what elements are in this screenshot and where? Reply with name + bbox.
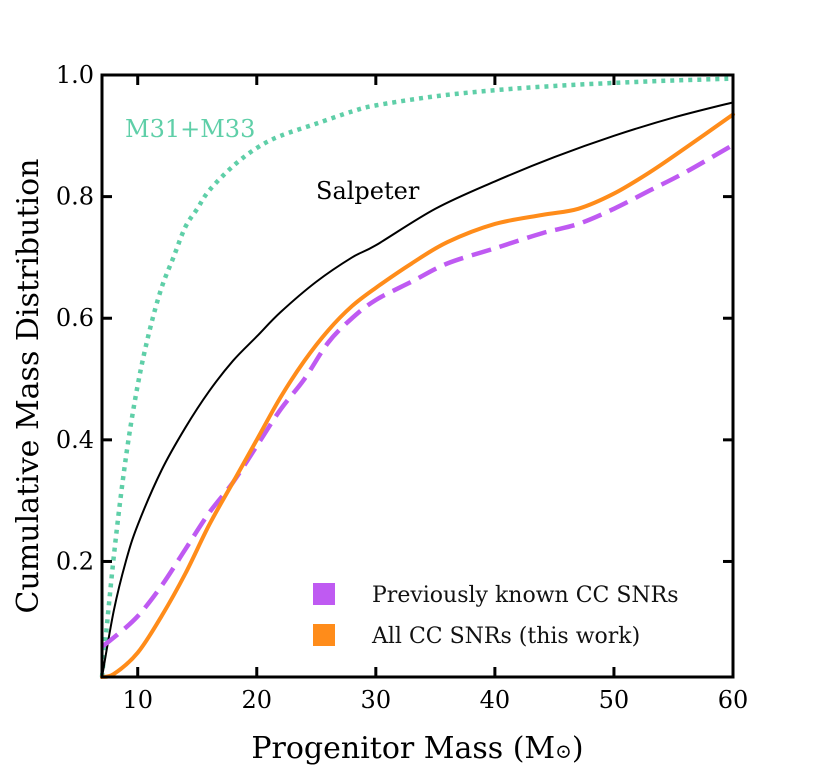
x-tick-label: 50 (599, 686, 630, 714)
annotation-m31-m33: M31+M33 (125, 115, 255, 143)
x-tick-label: 10 (122, 686, 153, 714)
series-line-all-cc-snrs-this-work (100, 112, 735, 679)
x-tick-label: 30 (361, 686, 392, 714)
x-tick-label: 60 (718, 686, 749, 714)
legend: Previously known CC SNRs All CC SNRs (th… (313, 583, 679, 649)
ticks-layer: 10 20 30 40 50 60 0.2 0.4 0.6 0.8 1.0 (56, 61, 748, 714)
x-axis-title: Progenitor Mass (M⊙) (251, 731, 583, 766)
y-tick-label: 0.8 (56, 183, 94, 211)
x-tick-label: 20 (242, 686, 273, 714)
annotation-salpeter: Salpeter (316, 177, 420, 205)
y-tick-label: 1.0 (56, 61, 94, 89)
plot-frame (100, 73, 735, 679)
legend-swatch-previously-known (313, 583, 335, 605)
series-line-previously-known-cc-snrs (100, 142, 735, 649)
x-axis-title-sun-symbol: ⊙ (555, 739, 572, 763)
y-tick-label: 0.2 (56, 547, 94, 575)
x-tick-label: 40 (480, 686, 511, 714)
series-line-salpeter (101, 101, 734, 678)
legend-swatch-all-cc-snrs (313, 624, 335, 646)
y-tick-label: 0.4 (56, 426, 94, 454)
legend-label-all-cc-snrs: All CC SNRs (this work) (371, 624, 640, 649)
y-axis-title: Cumulative Mass Distribution (11, 159, 46, 614)
series-layer (99, 76, 735, 679)
y-tick-label: 0.6 (56, 304, 94, 332)
legend-label-previously-known: Previously known CC SNRs (372, 583, 679, 608)
